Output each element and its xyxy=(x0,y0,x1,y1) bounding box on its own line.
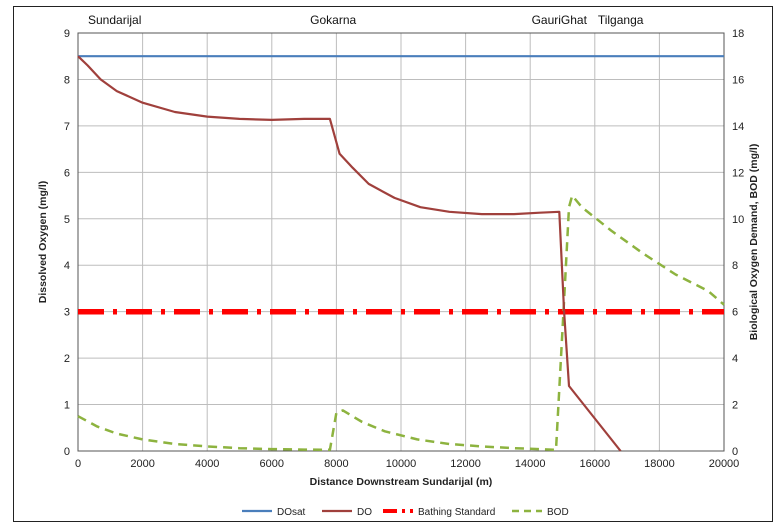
x-tick-label: 10000 xyxy=(386,458,417,470)
legend-label: Bathing Standard xyxy=(418,507,495,518)
chart-frame xyxy=(13,6,773,522)
y-right-tick-label: 8 xyxy=(732,260,738,272)
y-right-tick-label: 12 xyxy=(732,167,744,179)
y-left-tick-label: 3 xyxy=(64,307,70,319)
x-tick-label: 2000 xyxy=(130,458,154,470)
y-left-tick-label: 1 xyxy=(64,400,70,412)
x-tick-label: 12000 xyxy=(450,458,481,470)
series-line-bod xyxy=(77,194,725,452)
y-left-tick-label: 0 xyxy=(64,446,70,458)
x-tick-label: 4000 xyxy=(195,458,219,470)
y-left-tick-label: 5 xyxy=(64,214,70,226)
annotation-label: GauriGhat xyxy=(532,13,588,27)
y-right-tick-label: 16 xyxy=(732,74,744,86)
plot-area xyxy=(77,32,725,452)
y-right-tick-label: 0 xyxy=(732,446,738,458)
x-tick-label: 16000 xyxy=(580,458,611,470)
legend-label: BOD xyxy=(547,507,569,518)
y-right-tick-label: 2 xyxy=(732,400,738,412)
annotation-label: Gokarna xyxy=(310,13,356,27)
y-left-tick-label: 9 xyxy=(64,28,70,40)
annotation-label: Sundarijal xyxy=(88,13,141,27)
legend-label: DOsat xyxy=(277,507,306,518)
legend: DOsat DO Bathing Standard BOD xyxy=(242,507,569,518)
y-left-tick-label: 6 xyxy=(64,167,70,179)
y-right-tick-labels: 0 2 4 6 8 10 12 14 16 18 xyxy=(732,28,744,458)
x-tick-label: 0 xyxy=(75,458,81,470)
y-left-axis-title: Dissolved Oxygen (mg/l) xyxy=(37,181,49,304)
x-tick-label: 14000 xyxy=(515,458,546,470)
series-layer xyxy=(77,55,725,452)
y-left-tick-labels: 0 1 2 3 4 5 6 7 8 9 xyxy=(64,28,70,458)
annotation-label: Tilganga xyxy=(598,13,644,27)
y-right-tick-label: 6 xyxy=(732,307,738,319)
x-tick-label: 8000 xyxy=(324,458,348,470)
y-left-tick-label: 7 xyxy=(64,121,70,133)
x-tick-label: 18000 xyxy=(644,458,675,470)
series-line-do xyxy=(77,55,622,452)
x-tick-label: 20000 xyxy=(709,458,740,470)
y-left-tick-label: 2 xyxy=(64,353,70,365)
y-right-tick-label: 10 xyxy=(732,214,744,226)
y-right-axis-title: Biological Oxygen Demand, BOD (mg/l) xyxy=(748,144,760,341)
legend-label: DO xyxy=(357,507,372,518)
y-left-tick-label: 4 xyxy=(64,260,70,272)
x-tick-labels: 0 2000 4000 6000 8000 10000 12000 14000 16000 180… xyxy=(75,458,739,470)
x-tick-label: 6000 xyxy=(260,458,284,470)
y-right-tick-label: 4 xyxy=(732,353,738,365)
y-right-tick-label: 18 xyxy=(732,28,744,40)
y-left-tick-label: 8 xyxy=(64,74,70,86)
x-axis-title: Distance Downstream Sundarijal (m) xyxy=(310,476,493,488)
y-right-tick-label: 14 xyxy=(732,121,744,133)
location-annotations: Sundarijal Gokarna GauriGhat Tilganga xyxy=(88,13,644,27)
